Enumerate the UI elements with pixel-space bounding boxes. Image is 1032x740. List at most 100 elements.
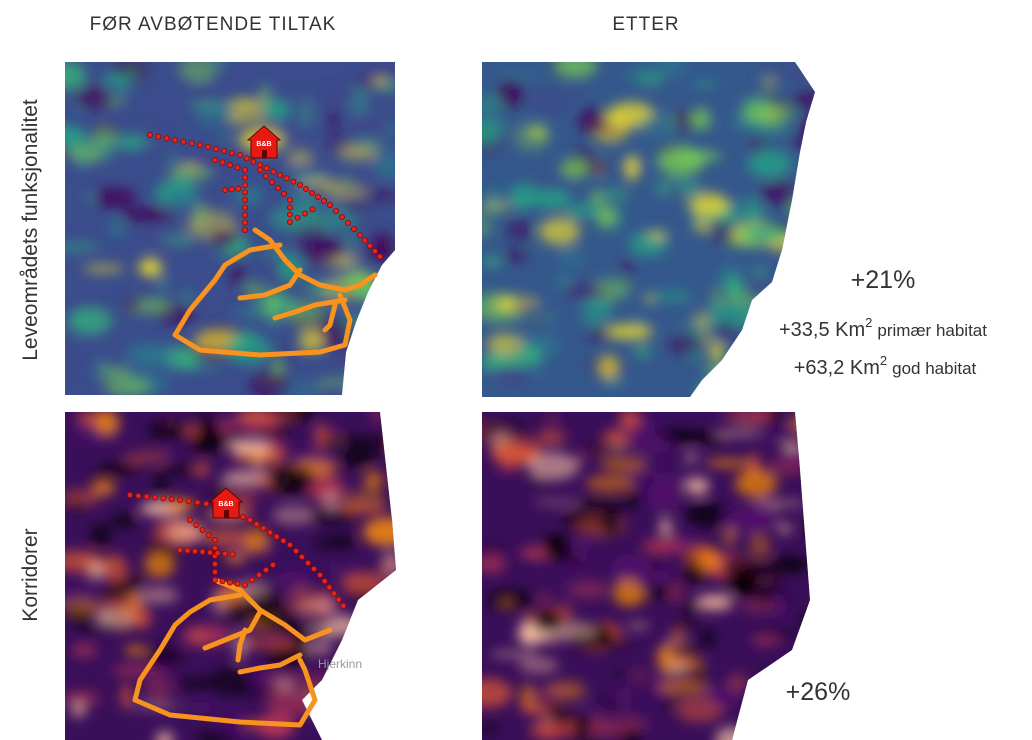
texture-blob (748, 351, 774, 363)
route-dot (267, 530, 272, 535)
route-dot (213, 146, 218, 151)
texture-blob (635, 317, 643, 327)
route-dot (242, 190, 247, 195)
texture-blob (310, 422, 319, 436)
column-title: FØR AVBØTENDE TILTAK (90, 14, 337, 35)
texture-blob (62, 598, 103, 615)
texture-blob (751, 637, 780, 644)
texture-blob (321, 184, 369, 199)
route-dot (269, 179, 274, 184)
texture-blob (52, 244, 101, 250)
route-dot (242, 582, 247, 587)
texture-blob (625, 155, 640, 181)
route-dot (291, 179, 296, 184)
route-dot (240, 514, 245, 519)
texture-blob (478, 203, 512, 209)
texture-blob (691, 80, 719, 88)
route-dot (263, 173, 268, 178)
column-title: ETTER (612, 14, 679, 35)
route-dot (212, 561, 217, 566)
texture-blob (620, 408, 641, 430)
texture-blob (55, 365, 76, 376)
route-dot (345, 220, 350, 225)
texture-blob (50, 125, 85, 147)
texture-blob (118, 135, 146, 151)
texture-blob (768, 405, 779, 429)
texture-blob (599, 355, 619, 379)
texture-blob (485, 188, 502, 217)
texture-blob (101, 368, 131, 377)
texture-blob (72, 497, 83, 512)
route-dot (204, 501, 209, 506)
texture-blob (570, 581, 609, 600)
texture-blob (104, 377, 151, 396)
texture-blob (537, 429, 566, 446)
texture-blob (286, 673, 337, 683)
texture-blob (131, 608, 152, 628)
texture-blob (626, 623, 649, 630)
texture-blob (194, 202, 206, 228)
texture-blob (98, 464, 143, 473)
figure: FØR AVBØTENDE TILTAK ETTER Leveområdets … (0, 0, 1032, 740)
texture-blob (328, 559, 340, 579)
texture-blob (486, 334, 523, 355)
texture-blob (162, 446, 174, 452)
texture-blob (194, 463, 208, 475)
texture-blob (497, 370, 532, 384)
route-dot (221, 148, 226, 153)
texture-blob (97, 611, 111, 619)
texture-blob (255, 640, 294, 647)
texture-blob (532, 611, 564, 633)
route-dot (244, 156, 249, 161)
route-dot (242, 227, 247, 232)
texture-blob (307, 509, 357, 522)
texture-blob (382, 559, 394, 578)
texture-blob (692, 108, 711, 130)
texture-blob (193, 408, 218, 426)
route-dot (305, 560, 310, 565)
texture-blob (722, 528, 735, 545)
route-dot (257, 167, 262, 172)
route-dot (362, 238, 367, 243)
texture-blob (623, 257, 632, 278)
texture-blob (740, 414, 770, 424)
route-dot (156, 134, 161, 139)
texture-blob (634, 346, 652, 356)
texture-blob (711, 342, 723, 361)
texture-blob (763, 76, 776, 90)
route-dot (277, 172, 282, 177)
route-dot (194, 522, 199, 527)
texture-blob (518, 657, 559, 674)
texture-blob (768, 725, 796, 740)
texture-blob (364, 724, 392, 730)
stat-value: +63,2 Km (794, 357, 880, 379)
texture-blob (740, 328, 765, 342)
texture-blob (176, 164, 201, 170)
texture-blob (769, 299, 786, 314)
texture-blob (166, 152, 177, 167)
map-label: B&B (218, 501, 233, 508)
texture-blob (299, 99, 313, 128)
texture-blob (229, 98, 263, 110)
texture-blob (139, 258, 162, 276)
texture-blob (586, 716, 614, 731)
texture-blob (279, 91, 295, 101)
stat: +21% (851, 266, 916, 294)
route-dot (147, 132, 152, 137)
route-dot (212, 537, 217, 542)
texture-blob (544, 704, 563, 717)
route-dot (164, 136, 169, 141)
route-dot (205, 144, 210, 149)
texture-blob (93, 125, 117, 147)
route-dot (242, 175, 247, 180)
texture-blob (286, 173, 332, 179)
route-dot (200, 527, 205, 532)
texture-blob (340, 175, 353, 185)
texture-blob (109, 219, 125, 238)
texture-blob (754, 371, 780, 380)
texture-blob (647, 232, 668, 239)
texture-blob (288, 587, 319, 613)
route-dot (351, 226, 356, 231)
texture-blob (365, 298, 397, 319)
texture-blob (600, 507, 622, 537)
